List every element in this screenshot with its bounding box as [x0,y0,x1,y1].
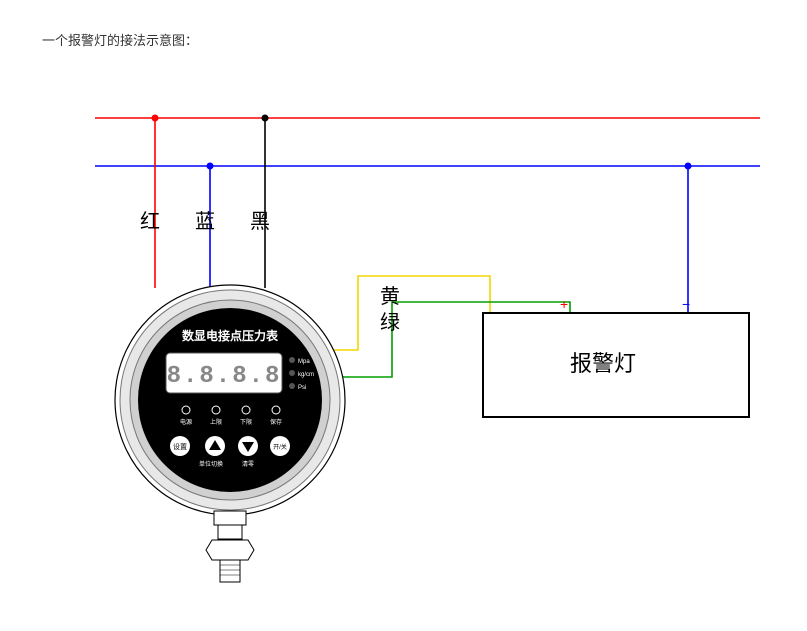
gauge-title: 数显电接点压力表 [182,328,279,343]
node [685,163,692,170]
label-blue: 蓝 [195,205,215,234]
label-yellow: 黄 [380,280,400,309]
node [207,163,214,170]
unit-kgcm: kg/cm [298,372,314,378]
wire-yellow [323,276,490,350]
label-green: 绿 [380,306,400,335]
svg-text:开/关: 开/关 [273,443,287,451]
led-lower: 下限 [240,418,252,426]
unit-mpa: Mpa [298,359,310,365]
svg-text:设置: 设置 [173,442,187,451]
led-upper: 上限 [210,418,222,426]
unit-psi: Psi [298,385,306,391]
node [262,115,269,122]
btn-label-clear: 清零 [242,460,254,468]
node [152,115,159,122]
gauge-btn-up[interactable] [205,436,225,456]
gauge-btn-onoff[interactable]: 开/关 [270,436,290,456]
alarm-minus: − [682,296,690,312]
pressure-gauge: 数显电接点压力表 8.8.8.8 Mpa kg/cm Psi 电源 上限 下限 … [115,285,345,582]
label-black: 黑 [250,205,270,234]
gauge-display: 8.8.8.8 [167,363,282,390]
label-red: 红 [140,205,160,234]
btn-label-switch: 单位切换 [199,460,223,468]
led-power: 电源 [180,418,192,426]
gauge-btn-set[interactable]: 设置 [170,436,190,456]
alarm-label: 报警灯 [570,346,636,378]
gauge-btn-down[interactable] [238,436,258,456]
led-save: 保存 [270,418,282,426]
alarm-plus: + [560,296,568,312]
